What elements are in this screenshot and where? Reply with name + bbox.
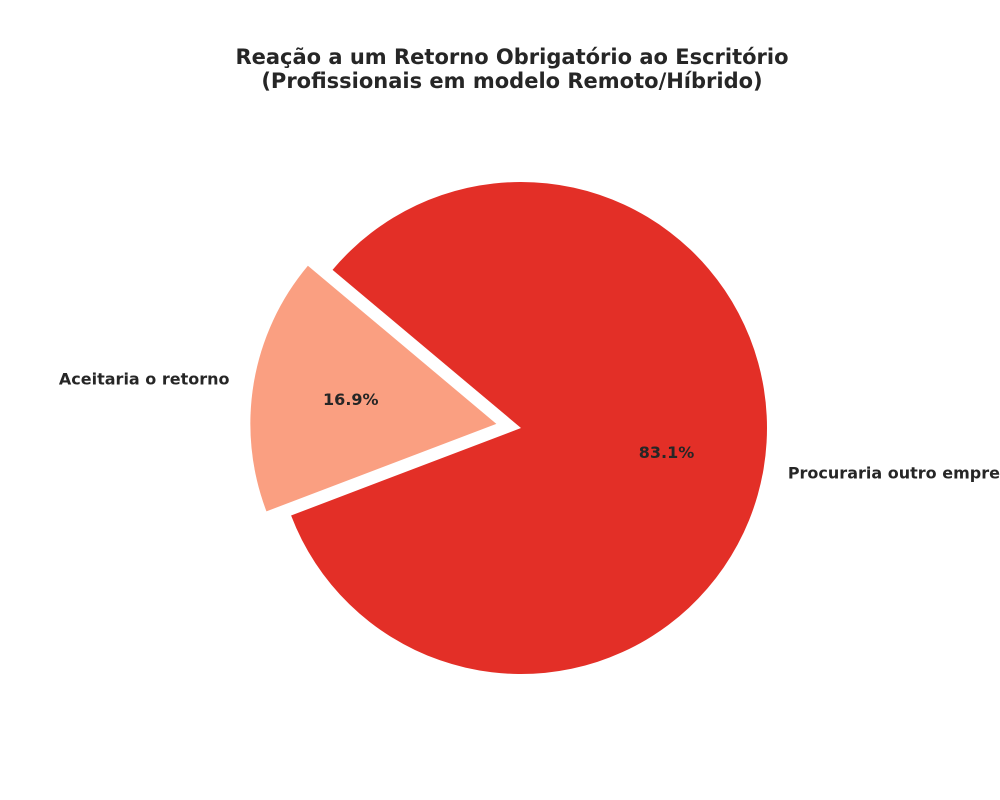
chart-title: Reação a um Retorno Obrigatório ao Escri… bbox=[235, 45, 788, 93]
percent-label-procuraria-outro-emprego: 83.1% bbox=[639, 443, 695, 462]
category-label-procuraria-outro-emprego: Procuraria outro emprego bbox=[788, 464, 1000, 483]
pie-slice-aceitaria-o-retorno bbox=[250, 265, 497, 512]
pie-slice-procuraria-outro-emprego bbox=[291, 181, 767, 674]
category-label-aceitaria-o-retorno: Aceitaria o retorno bbox=[59, 369, 230, 388]
chart-title-line-1: Reação a um Retorno Obrigatório ao Escri… bbox=[235, 45, 788, 69]
pie-slices bbox=[250, 181, 767, 674]
pie-labels: 16.9% Aceitaria o retorno 83.1% Procuraria … bbox=[59, 369, 1000, 482]
chart-title-line-2: (Profissionais em modelo Remoto/Híbrido) bbox=[261, 69, 762, 93]
percent-label-aceitaria-o-retorno: 16.9% bbox=[323, 390, 379, 409]
